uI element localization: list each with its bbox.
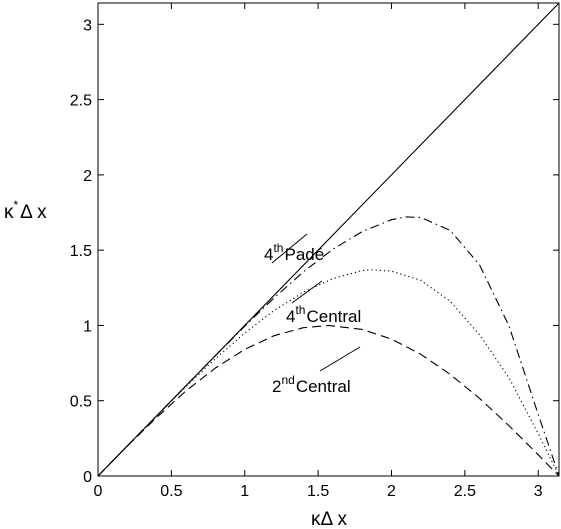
x-tick-label: 2 xyxy=(387,483,396,500)
annotation-ordinal: 4 xyxy=(264,245,273,264)
y-axis-label-base: κ xyxy=(4,202,14,223)
y-axis-label: κ* Δ x xyxy=(4,198,47,223)
annotation-label: 2ndCentral xyxy=(272,373,351,396)
x-tick-label: 3 xyxy=(534,483,543,500)
plot-frame xyxy=(97,2,560,477)
series-line-fourth-central xyxy=(97,269,560,477)
x-tick-label: 1 xyxy=(240,483,249,500)
annotation-label: 4thCentral xyxy=(286,303,361,326)
x-axis-label: κΔ x xyxy=(311,509,347,529)
annotation-ordinal: 2 xyxy=(272,377,281,396)
x-tick-label: 0 xyxy=(94,483,103,500)
y-axis-label-sup: * xyxy=(14,198,19,212)
y-tick-label: 0.5 xyxy=(70,394,92,411)
y-tick-label: 1 xyxy=(83,318,92,335)
annotation-ordinal: 4 xyxy=(286,307,295,326)
x-tick-label: 1.5 xyxy=(307,483,329,500)
series-group xyxy=(97,2,560,477)
y-tick-label: 3 xyxy=(83,17,92,34)
annotation-text: Central xyxy=(296,377,351,396)
x-tick-label: 2.5 xyxy=(454,483,476,500)
annotation-leader-line xyxy=(291,280,323,304)
y-tick-label: 1.5 xyxy=(70,243,92,260)
annotation-leader-line xyxy=(319,346,361,372)
y-tick-label: 2 xyxy=(83,168,92,185)
tick-group: 0 0.5 1 1.5 2 2.5 3 0 0.5 1 1.5 2 2.5 3 xyxy=(70,3,559,500)
y-axis-label-rest: Δ x xyxy=(20,202,47,223)
series-line-second-central xyxy=(97,324,560,477)
annotation-text: Padé xyxy=(284,245,324,264)
x-tick-label: 0.5 xyxy=(160,483,182,500)
y-tick-label: 0 xyxy=(83,469,92,486)
annotation-superscript: th xyxy=(295,303,305,317)
y-tick-label: 2.5 xyxy=(70,93,92,110)
series-line-fourth-pade xyxy=(97,216,560,477)
annotation-superscript: nd xyxy=(281,373,294,387)
annotation-leader-line xyxy=(271,233,308,264)
annotation-superscript: th xyxy=(273,241,283,255)
annotation-label: 4thPadé xyxy=(264,241,324,264)
annotation-text: Central xyxy=(306,307,361,326)
